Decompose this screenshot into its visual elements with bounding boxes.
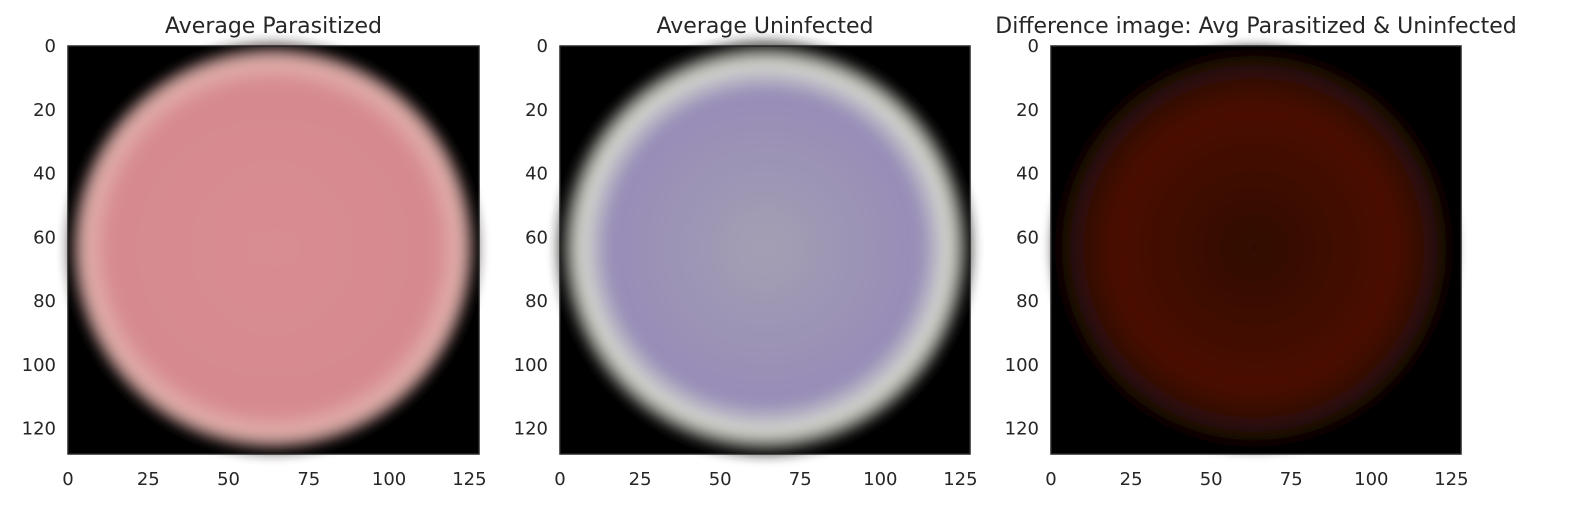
y-tick-label: 0 xyxy=(537,36,548,57)
x-tick-label: 0 xyxy=(554,469,565,490)
x-tick-label: 25 xyxy=(629,469,652,490)
x-tick-label: 125 xyxy=(943,469,977,490)
y-tick-label: 100 xyxy=(22,355,56,376)
y-tick-label: 0 xyxy=(45,36,56,57)
x-tick-label: 100 xyxy=(1354,469,1388,490)
y-tick-label: 20 xyxy=(33,100,56,121)
y-tick-label: 80 xyxy=(1016,291,1039,312)
y-tick-label: 100 xyxy=(1005,355,1039,376)
panel-average-uninfected: Average Uninfected 0 20 40 60 80 100 120 0 25 50… xyxy=(514,14,978,490)
y-tick-label: 100 xyxy=(514,355,548,376)
y-tick-label: 40 xyxy=(33,164,56,185)
x-tick-label: 0 xyxy=(1045,469,1056,490)
x-tick-label: 25 xyxy=(1120,469,1143,490)
panel-average-parasitized: Average Parasitized 0 20 40 60 80 100 120 0 25 5… xyxy=(22,14,487,490)
x-tick-label: 25 xyxy=(137,469,160,490)
image-disc xyxy=(69,44,477,452)
image-disc xyxy=(559,42,971,454)
x-tick-label: 100 xyxy=(372,469,406,490)
y-tick-label: 80 xyxy=(33,291,56,312)
x-tick-label: 50 xyxy=(217,469,240,490)
x-tick-label: 100 xyxy=(863,469,897,490)
axes-frame xyxy=(559,45,971,455)
x-ticks: 0 25 50 75 100 125 xyxy=(554,469,977,490)
image-disc xyxy=(1054,48,1454,448)
y-ticks: 0 20 40 60 80 100 120 xyxy=(1005,36,1039,440)
y-tick-label: 120 xyxy=(514,419,548,440)
y-tick-label: 60 xyxy=(33,227,56,248)
panel-title: Average Parasitized xyxy=(165,14,382,39)
x-tick-label: 75 xyxy=(789,469,812,490)
x-tick-label: 50 xyxy=(709,469,732,490)
panel-difference-image: Difference image: Avg Parasitized & Unin… xyxy=(995,14,1516,490)
y-ticks: 0 20 40 60 80 100 120 xyxy=(22,36,56,440)
y-tick-label: 120 xyxy=(22,419,56,440)
x-ticks: 0 25 50 75 100 125 xyxy=(62,469,486,490)
y-tick-label: 60 xyxy=(525,227,548,248)
y-tick-label: 80 xyxy=(525,291,548,312)
x-tick-label: 125 xyxy=(1434,469,1468,490)
y-tick-label: 40 xyxy=(1016,164,1039,185)
axes-frame xyxy=(67,45,480,455)
panel-title: Difference image: Avg Parasitized & Unin… xyxy=(995,14,1516,39)
x-tick-label: 0 xyxy=(62,469,73,490)
y-tick-label: 20 xyxy=(525,100,548,121)
y-tick-label: 40 xyxy=(525,164,548,185)
x-tick-label: 75 xyxy=(297,469,320,490)
y-tick-label: 0 xyxy=(1028,36,1039,57)
x-ticks: 0 25 50 75 100 125 xyxy=(1045,469,1468,490)
y-ticks: 0 20 40 60 80 100 120 xyxy=(514,36,548,440)
x-tick-label: 50 xyxy=(1200,469,1223,490)
panel-title: Average Uninfected xyxy=(657,14,874,39)
x-tick-label: 75 xyxy=(1280,469,1303,490)
axes-frame xyxy=(1050,45,1462,455)
y-tick-label: 120 xyxy=(1005,419,1039,440)
y-tick-label: 60 xyxy=(1016,227,1039,248)
y-tick-label: 20 xyxy=(1016,100,1039,121)
x-tick-label: 125 xyxy=(452,469,486,490)
